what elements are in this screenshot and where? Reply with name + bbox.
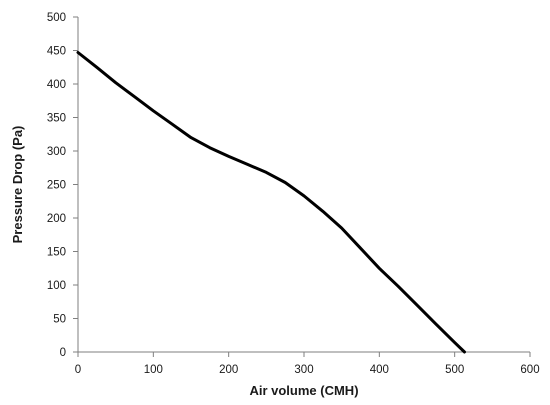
x-tick-label: 600 xyxy=(520,364,539,376)
x-axis-ticks: 0 100 200 300 400 500 600 xyxy=(75,352,540,376)
x-tick-label: 200 xyxy=(219,364,238,376)
chart-axes xyxy=(77,17,530,353)
x-tick-label: 0 xyxy=(75,364,81,376)
y-tick-label: 150 xyxy=(47,247,66,259)
y-axis-title: Pressure Drop (Pa) xyxy=(10,126,25,244)
y-tick-label: 350 xyxy=(47,113,66,125)
y-tick-label: 300 xyxy=(47,146,66,158)
x-tick-label: 400 xyxy=(370,364,389,376)
y-tick-label: 100 xyxy=(47,280,66,292)
y-tick-label: 200 xyxy=(47,213,66,225)
x-tick-label: 100 xyxy=(144,364,163,376)
y-axis-ticks: 0 50 100 150 200 250 300 350 400 450 500 xyxy=(47,12,78,359)
x-axis-title: Air volume (CMH) xyxy=(249,383,358,398)
series-line xyxy=(76,51,466,354)
y-tick-label: 500 xyxy=(47,12,66,24)
y-tick-label: 250 xyxy=(47,180,66,192)
y-tick-label: 450 xyxy=(47,46,66,58)
x-tick-label: 300 xyxy=(294,364,313,376)
x-tick-label: 500 xyxy=(445,364,464,376)
y-tick-label: 400 xyxy=(47,79,66,91)
series-layer xyxy=(76,51,466,354)
y-tick-label: 50 xyxy=(53,314,66,326)
y-tick-label: 0 xyxy=(60,347,66,359)
